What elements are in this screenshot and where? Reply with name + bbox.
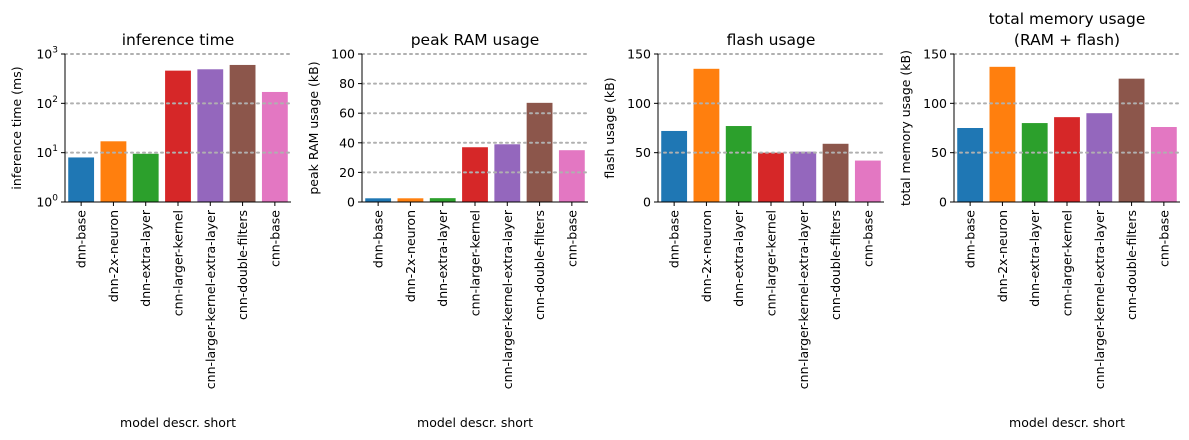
bar-dnn-base xyxy=(365,198,392,202)
x-tick-label: cnn-double-filters xyxy=(828,210,843,320)
chart-panel-3: 0 50 100 150 dnn-base dnn-2x-neuron dnn-extra-… xyxy=(602,31,885,389)
bar-dnn-2x-neuron xyxy=(989,66,1016,203)
y-tick-label: 103 xyxy=(36,46,58,62)
y-tick-label: 40 xyxy=(339,135,355,150)
y-tick-label: 0 xyxy=(939,195,947,210)
bar-dnn-2x-neuron xyxy=(397,198,424,202)
x-tick-label: cnn-larger-kernel-extra-layer xyxy=(796,209,811,389)
y-tick-label: 50 xyxy=(931,145,947,160)
x-tick-label: cnn-larger-kernel-extra-layer xyxy=(203,209,218,389)
bar-cnn-larger-kernel-extra-layer xyxy=(790,151,817,202)
x-tick-label: dnn-2x-neuron xyxy=(699,210,714,302)
bar-cnn-double-filters xyxy=(526,102,553,202)
bar-dnn-extra-layer xyxy=(1021,123,1048,202)
bar-cnn-double-filters xyxy=(229,64,256,202)
x-tick-label: cnn-double-filters xyxy=(235,210,250,320)
bar-cnn-larger-kernel-extra-layer xyxy=(1086,113,1113,202)
x-tick-label: cnn-larger-kernel xyxy=(171,210,186,316)
x-tick-label: dnn-extra-layer xyxy=(731,209,746,307)
chart-title: inference time xyxy=(122,31,235,49)
y-tick-label: 0 xyxy=(347,195,355,210)
chart-panel-4: 0 50 100 150 dnn-base dnn-2x-neuron dnn-extra-… xyxy=(898,10,1181,430)
y-tick-label: 60 xyxy=(339,106,355,121)
x-tick-label: cnn-double-filters xyxy=(532,210,547,320)
x-tick-label: cnn-base xyxy=(267,210,282,267)
chart-title: peak RAM usage xyxy=(411,31,540,49)
bar-cnn-base xyxy=(261,91,288,202)
bar-dnn-2x-neuron xyxy=(100,141,127,202)
x-tick-label: dnn-2x-neuron xyxy=(995,210,1010,302)
y-tick-label: 0 xyxy=(643,195,651,210)
chart-subtitle: (RAM + flash) xyxy=(1014,31,1120,49)
x-tick-label: dnn-extra-layer xyxy=(138,209,153,307)
y-tick-label: 50 xyxy=(635,145,651,160)
x-axis-label: model descr. short xyxy=(1009,415,1125,430)
x-tick-label: cnn-larger-kernel-extra-layer xyxy=(1092,209,1107,389)
y-tick-label: 80 xyxy=(339,76,355,91)
x-tick-label: cnn-larger-kernel-extra-layer xyxy=(500,209,515,389)
y-tick-label: 100 xyxy=(36,194,58,210)
y-tick-label: 101 xyxy=(36,144,58,160)
x-tick-label: cnn-double-filters xyxy=(1124,210,1139,320)
bar-dnn-extra-layer xyxy=(429,198,456,202)
bar-dnn-2x-neuron xyxy=(693,68,720,202)
y-tick-label: 100 xyxy=(923,96,947,111)
bar-cnn-base xyxy=(558,150,585,202)
x-tick-label: cnn-base xyxy=(1156,210,1171,267)
x-tick-label: dnn-2x-neuron xyxy=(403,210,418,302)
bar-dnn-base xyxy=(957,128,984,202)
bar-cnn-larger-kernel xyxy=(1054,117,1080,202)
bar-cnn-larger-kernel xyxy=(165,70,191,202)
y-axis-label: total memory usage (kB) xyxy=(898,50,913,206)
y-tick-label: 150 xyxy=(627,47,651,62)
y-axis-label: flash usage (kB) xyxy=(602,77,617,178)
y-axis-label: inference time (ms) xyxy=(9,66,24,189)
x-tick-label: dnn-base xyxy=(963,210,978,268)
x-tick-label: cnn-larger-kernel xyxy=(764,210,779,316)
bar-dnn-base xyxy=(68,157,95,202)
x-tick-label: dnn-base xyxy=(371,210,386,268)
y-tick-label: 102 xyxy=(36,95,58,111)
chart-title: total memory usage xyxy=(989,10,1146,28)
bar-dnn-extra-layer xyxy=(132,153,159,202)
bar-dnn-extra-layer xyxy=(725,126,752,202)
x-tick-label: dnn-2x-neuron xyxy=(106,210,121,302)
chart-panel-2: 0 20 40 60 80 100 dnn-base dnn-2x-neuron dnn-ext… xyxy=(306,31,589,430)
chart-title: flash usage xyxy=(727,31,816,49)
x-tick-label: cnn-larger-kernel xyxy=(468,210,483,316)
chart-panel-1: 100 101 102 103 dnn-base dnn-2x-neuron dnn-ext… xyxy=(9,31,292,430)
x-tick-label: cnn-base xyxy=(564,210,579,267)
x-tick-label: cnn-base xyxy=(860,210,875,267)
bar-cnn-larger-kernel-extra-layer xyxy=(197,69,224,202)
x-tick-label: dnn-base xyxy=(667,210,682,268)
x-tick-label: dnn-extra-layer xyxy=(435,209,450,307)
x-tick-label: dnn-base xyxy=(74,210,89,268)
bar-cnn-base xyxy=(854,160,881,202)
bar-dnn-base xyxy=(661,130,688,202)
bar-cnn-larger-kernel xyxy=(758,152,784,202)
y-tick-label: 100 xyxy=(331,47,355,62)
y-tick-label: 100 xyxy=(627,96,651,111)
x-tick-label: dnn-extra-layer xyxy=(1027,209,1042,307)
bar-cnn-double-filters xyxy=(1118,78,1145,202)
bar-cnn-base xyxy=(1150,127,1177,202)
x-axis-label: model descr. short xyxy=(120,415,236,430)
x-axis-label: model descr. short xyxy=(417,415,533,430)
bar-cnn-larger-kernel xyxy=(462,147,488,202)
x-tick-label: cnn-larger-kernel xyxy=(1060,210,1075,316)
y-tick-label: 20 xyxy=(339,165,355,180)
y-axis-label: peak RAM usage (kB) xyxy=(306,61,321,194)
y-tick-label: 150 xyxy=(923,47,947,62)
